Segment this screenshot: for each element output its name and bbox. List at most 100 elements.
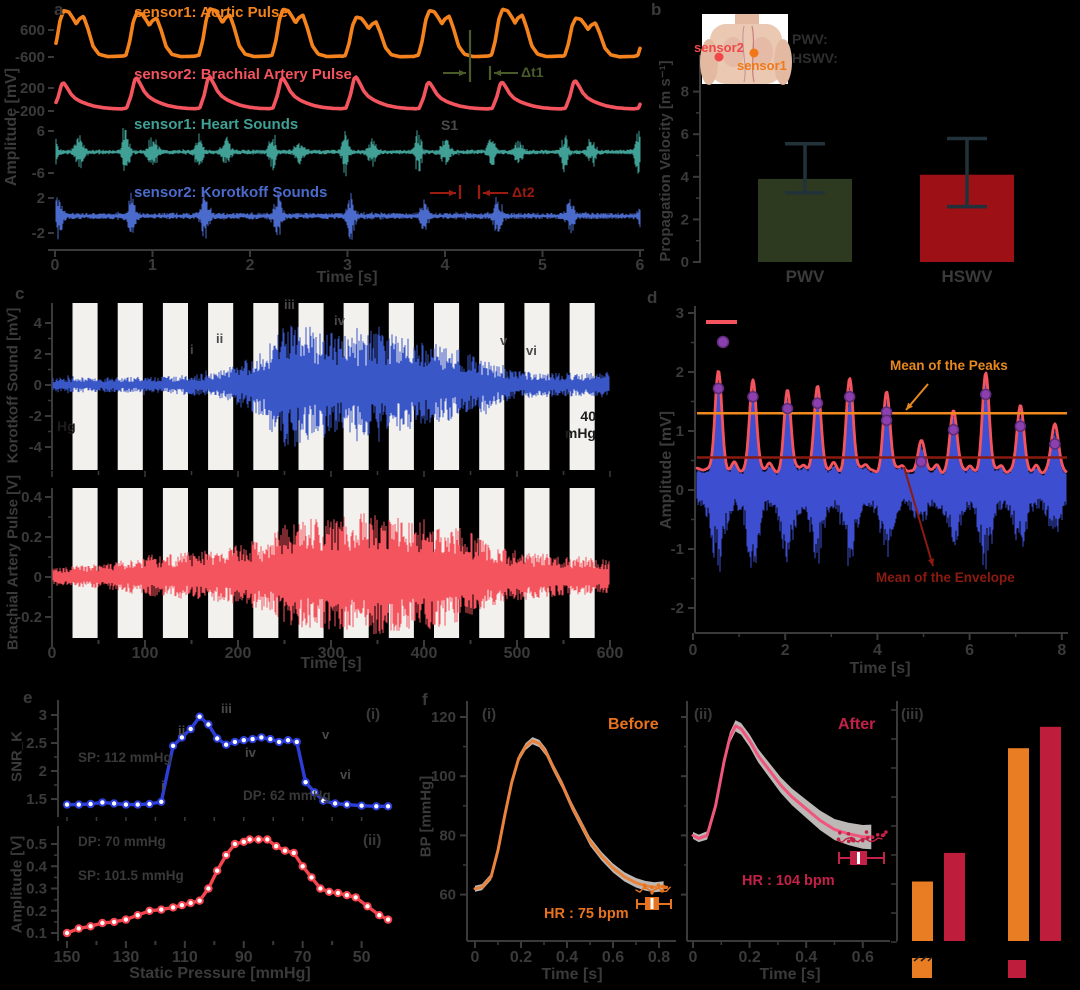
tick-label: 2	[37, 190, 45, 207]
tick-label: 0	[681, 254, 689, 271]
panel-label-c: c	[15, 284, 25, 303]
data-point	[363, 902, 372, 911]
tick-label: 500	[504, 645, 531, 662]
hatch	[913, 955, 921, 962]
c-pressure-note-mhg: mHg	[564, 425, 596, 441]
hswv-value-label: HSWV:	[792, 50, 838, 66]
tick-label: 600	[20, 22, 45, 39]
arrow-head	[906, 402, 913, 410]
data-point	[351, 893, 360, 902]
hr-before-label: HR : 75 bpm	[544, 906, 629, 922]
data-point	[133, 911, 142, 920]
tick-label: 2	[781, 642, 790, 659]
tick-label: 0.5	[26, 836, 47, 853]
e-phase-iv: iv	[245, 745, 256, 760]
peak-marker	[947, 424, 960, 436]
e-subplot-tag-i: (i)	[366, 706, 381, 723]
tick-label: 120	[431, 709, 456, 726]
tick-label: 150	[54, 949, 81, 966]
tick-label: 0.6	[602, 949, 624, 966]
legend-peak-swatch	[716, 335, 730, 349]
tick-label: 4	[873, 642, 882, 659]
tick-label: 0.4	[26, 858, 48, 875]
c-phase-iv: iv	[334, 313, 345, 328]
tick-label: -2	[32, 225, 45, 242]
tick-label: 0	[34, 569, 42, 586]
d-x-axis-title: Time [s]	[849, 660, 911, 677]
tick-label: 2	[681, 211, 689, 228]
tick-label: 2	[34, 346, 42, 363]
data-point	[325, 887, 334, 896]
data-point	[221, 740, 231, 749]
korotkoff-audio-signal	[696, 381, 1067, 572]
c-pressure-note-40: 40	[580, 408, 596, 424]
c-phase-i: i	[190, 342, 194, 357]
bar-before-0	[912, 881, 933, 941]
tick-label: 6	[636, 257, 645, 274]
a-x-axis-title: Time [s]	[316, 269, 378, 286]
hr-after-label: HR : 104 bpm	[742, 873, 835, 889]
panel-label-f: f	[422, 690, 428, 709]
data-point	[133, 800, 142, 809]
arrow-head	[449, 189, 456, 197]
sp-top-annotation: SP: 112 mmHg	[78, 750, 172, 765]
bar-after-1	[1040, 726, 1061, 941]
data-point	[333, 888, 343, 898]
tick-label: 0.4	[556, 949, 578, 966]
tick-label: 3	[39, 707, 47, 724]
data-point	[274, 737, 284, 747]
data-point	[168, 903, 178, 912]
data-point	[239, 736, 249, 745]
dt2-annotation: Δt2	[512, 184, 535, 200]
legend-swatch-before	[912, 958, 932, 978]
peak-marker	[979, 388, 992, 401]
panel-label-b: b	[651, 0, 662, 19]
scatter-dot	[656, 883, 661, 887]
data-point	[257, 733, 266, 742]
data-point	[74, 924, 84, 933]
data-point	[157, 905, 166, 914]
tick-label: 4	[441, 257, 450, 274]
tick-label: 90	[235, 949, 253, 966]
e-x-axis-title: Static Pressure [mmHg]	[129, 965, 311, 982]
data-point	[330, 799, 340, 808]
before-label: Before	[608, 716, 659, 733]
tick-label: -200	[15, 103, 45, 120]
data-point	[283, 736, 293, 745]
data-point	[186, 724, 195, 734]
data-point	[263, 835, 272, 844]
a-y-axis-title: Amplitude [mV]	[3, 67, 20, 187]
data-point	[372, 802, 381, 811]
tick-label: 400	[411, 645, 438, 662]
tick-label: 0.4	[21, 489, 43, 506]
tick-label: 0.4	[795, 949, 817, 966]
tick-label: -6	[32, 165, 45, 182]
arrow-line	[903, 466, 934, 567]
data-point	[62, 928, 72, 938]
data-point	[213, 734, 222, 743]
trace-2	[55, 128, 641, 177]
f-subplot-tag-ii: (ii)	[694, 706, 713, 723]
tick-label: 4	[681, 169, 690, 186]
trace-3	[55, 192, 641, 240]
b-category-hswv: HSWV	[941, 267, 993, 286]
mean-of-peaks-annotation: Mean of the Peaks	[890, 358, 1008, 373]
e-phase-vi: vi	[340, 767, 351, 782]
scatter-dot	[663, 885, 667, 890]
legend-swatch-after	[1008, 960, 1026, 978]
bp-curve-before	[473, 739, 666, 891]
tick-label: -2	[671, 600, 684, 617]
data-point	[298, 862, 307, 871]
trace-0	[54, 7, 642, 59]
amplitude-curve	[65, 837, 390, 935]
scatter-dot	[846, 839, 851, 844]
data-point	[230, 839, 240, 849]
peak-marker	[781, 402, 794, 415]
scatter-dot	[650, 885, 654, 890]
data-point	[357, 801, 366, 810]
f2-x-axis-title: Time [s]	[759, 966, 821, 983]
data-point	[145, 906, 154, 915]
dp-top-annotation: DP: 62 mmHg	[243, 788, 331, 803]
data-point	[254, 835, 263, 844]
panel-b: 0 2 4 6 8	[681, 55, 1014, 271]
